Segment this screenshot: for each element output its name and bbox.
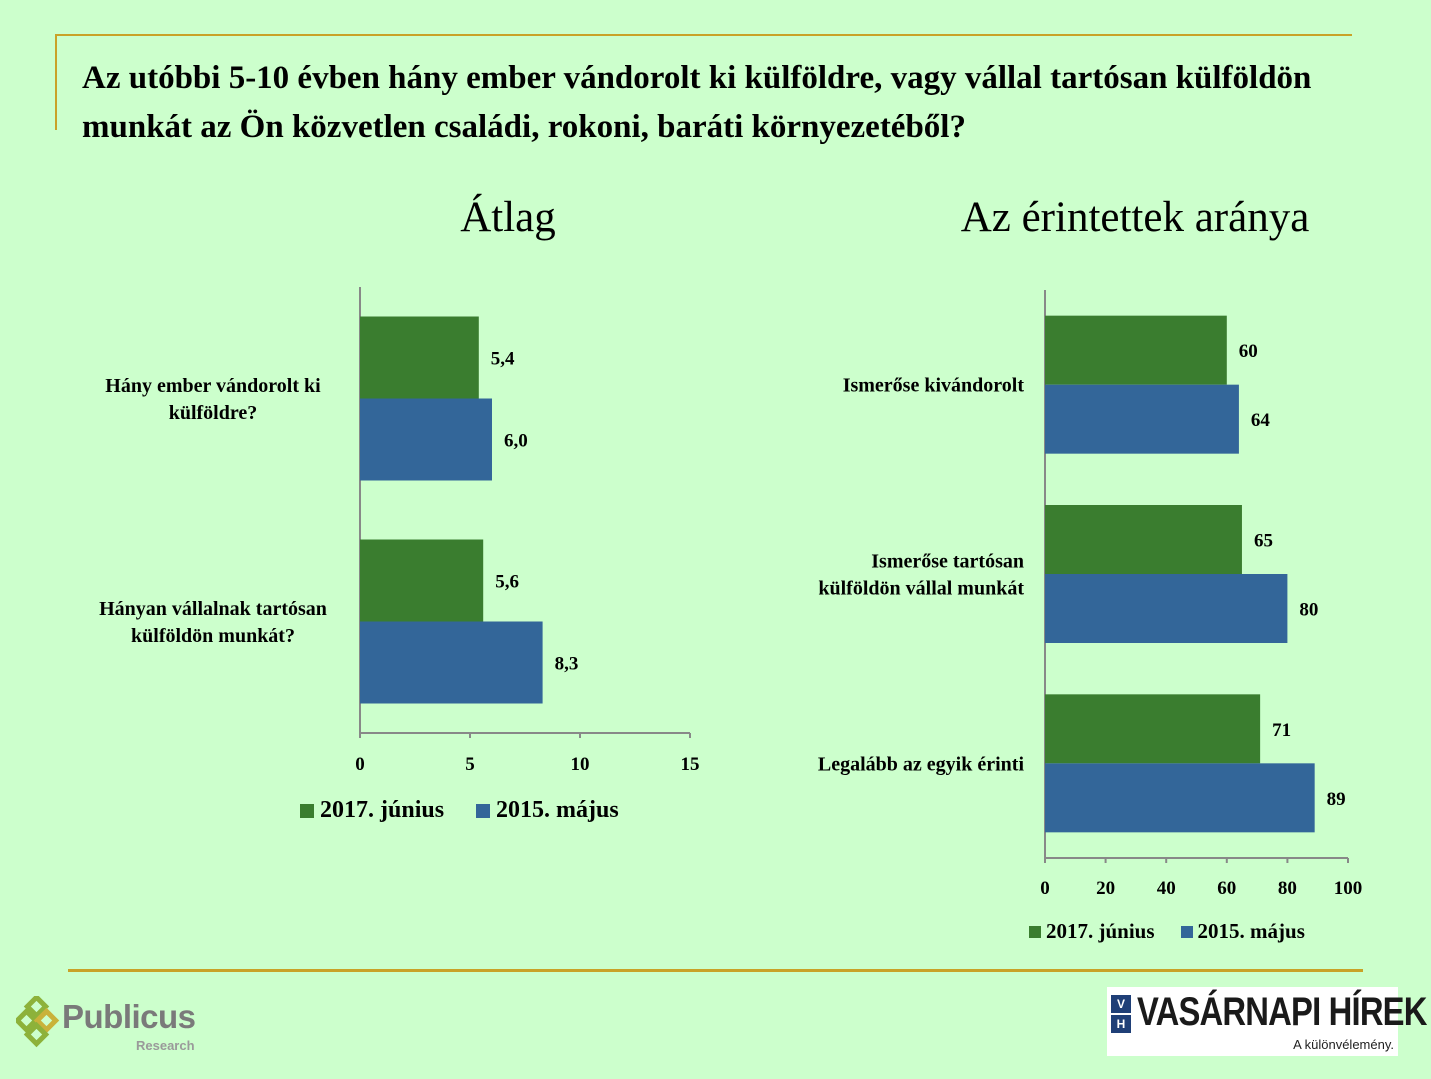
bar [360,398,492,481]
legend-label-2017: 2017. június [1046,919,1155,943]
x-tick-label: 40 [1157,878,1176,899]
legend-label-2015: 2015. május [1197,919,1305,943]
bar [1045,384,1239,454]
bar-value-label: 65 [1254,531,1273,552]
vasarnapi-hirek-logo: V H VASÁRNAPI HÍREK A különvélemény. [1107,987,1427,1056]
main-title: Az utóbbi 5-10 évben hány ember vándorol… [82,60,1312,145]
left-chart-title: Átlag [460,194,556,241]
vh-badge-top: V [1116,997,1125,1011]
x-tick-label: 15 [681,754,700,775]
legend-label-2017: 2017. június [320,797,445,823]
category-label: külföldön munkát? [131,625,295,647]
x-tick-label: 5 [465,754,475,775]
bar [1045,694,1261,764]
category-label: Hány ember vándorolt ki [105,375,321,397]
bar-value-label: 8,3 [555,654,579,675]
x-tick-label: 80 [1278,878,1297,899]
bar [1045,763,1315,833]
frame-top-line [55,34,1352,36]
publicus-subtitle: Research [136,1038,195,1053]
legend-swatch-2015 [1180,925,1193,938]
category-label: Legalább az egyik érinti [818,753,1025,775]
frame-bottom-line [68,969,1363,972]
bar-value-label: 6,0 [504,431,528,452]
legend-label-2015: 2015. május [496,797,619,823]
x-tick-label: 10 [571,754,590,775]
bar [1045,315,1227,385]
x-tick-label: 60 [1217,878,1236,899]
left-chart-legend: 2017. június 2015. május [300,797,619,824]
publicus-logo: Publicus Research [13,993,216,1056]
legend-item-2017: 2017. június [300,797,444,824]
vh-tagline: A különvélemény. [1293,1037,1394,1052]
vh-badge: V H [1111,995,1131,1033]
publicus-diamond-icon [13,993,60,1048]
category-label: külföldre? [169,402,258,424]
category-label: Ismerőse tartósan [871,551,1024,573]
right-chart-legend: 2017. június 2015. május [1029,919,1305,944]
x-tick-label: 100 [1334,878,1363,899]
category-label: Ismerőse kivándorolt [843,375,1025,397]
frame-left-line [55,34,57,130]
bar [1045,505,1242,574]
legend-item-2017: 2017. június [1029,919,1155,944]
bar [360,316,479,399]
legend-item-2015: 2015. május [476,797,619,824]
bar-value-label: 5,6 [495,572,519,593]
legend-item-2015: 2015. május [1180,919,1305,944]
x-tick-label: 0 [1040,878,1050,899]
vh-name: VASÁRNAPI HÍREK [1137,990,1427,1034]
publicus-name: Publicus [62,998,196,1035]
legend-swatch-2015 [476,803,491,818]
x-tick-label: 0 [355,754,365,775]
category-label: külföldön vállal munkát [818,578,1024,600]
bar-value-label: 71 [1272,720,1291,741]
legend-swatch-2017 [1029,925,1041,938]
bar-value-label: 5,4 [491,349,515,370]
bar [1045,574,1288,643]
bar-value-label: 64 [1251,410,1271,431]
bar-value-label: 80 [1299,600,1318,621]
x-tick-label: 20 [1096,878,1115,899]
right-chart-title: Az érintettek aránya [960,194,1310,241]
bar [360,621,543,704]
bar-value-label: 60 [1239,341,1258,362]
bar [360,539,484,622]
legend-swatch-2017 [300,803,314,818]
vh-badge-bottom: H [1111,1013,1131,1033]
bar-value-label: 89 [1327,789,1346,810]
category-label: Hányan vállalnak tartósan [99,598,327,620]
